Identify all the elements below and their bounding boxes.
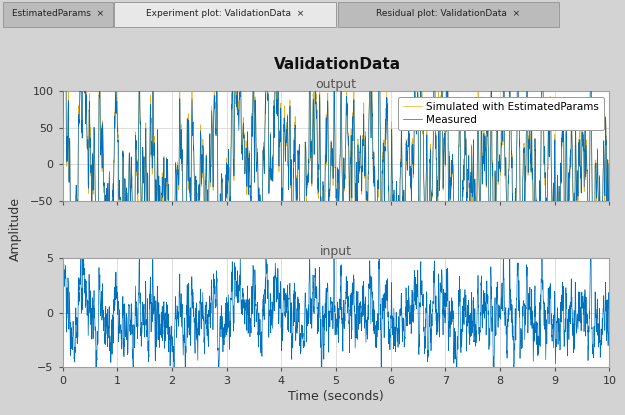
Bar	[3, 2, 112, 27]
Text: ValidationData: ValidationData	[274, 57, 401, 72]
Simulated with EstimatedParams	[121, 176, 129, 181]
Line: Simulated with EstimatedParams: Simulated with EstimatedParams	[62, 0, 609, 322]
Measured	[453, 298, 461, 303]
Simulated with EstimatedParams	[269, 153, 276, 158]
Simulated with EstimatedParams	[536, 186, 544, 191]
Text: Amplitude: Amplitude	[9, 197, 22, 261]
Simulated with EstimatedParams	[292, 198, 299, 203]
Measured	[606, 179, 613, 184]
Simulated with EstimatedParams	[318, 320, 326, 325]
Measured	[121, 176, 129, 181]
Measured	[292, 186, 299, 191]
Bar	[338, 2, 559, 27]
Text: Residual plot: ValidationData  ×: Residual plot: ValidationData ×	[376, 9, 521, 18]
Simulated with EstimatedParams	[595, 227, 602, 232]
Text: Experiment plot: ValidationData  ×: Experiment plot: ValidationData ×	[146, 9, 304, 18]
X-axis label: Time (seconds): Time (seconds)	[288, 391, 384, 403]
Measured	[154, 141, 161, 146]
Title: input: input	[320, 245, 352, 258]
Text: EstimatedParams  ×: EstimatedParams ×	[12, 9, 104, 18]
Measured	[595, 220, 602, 225]
Measured	[269, 156, 276, 161]
Simulated with EstimatedParams	[154, 145, 161, 150]
Measured	[536, 188, 544, 193]
Measured	[59, 162, 66, 167]
Simulated with EstimatedParams	[59, 162, 66, 167]
Legend: Simulated with EstimatedParams, Measured: Simulated with EstimatedParams, Measured	[398, 97, 604, 130]
Measured	[588, 7, 595, 12]
Simulated with EstimatedParams	[606, 180, 613, 185]
Title: output: output	[316, 78, 356, 91]
Bar	[114, 2, 336, 27]
Line: Measured: Measured	[62, 10, 609, 300]
